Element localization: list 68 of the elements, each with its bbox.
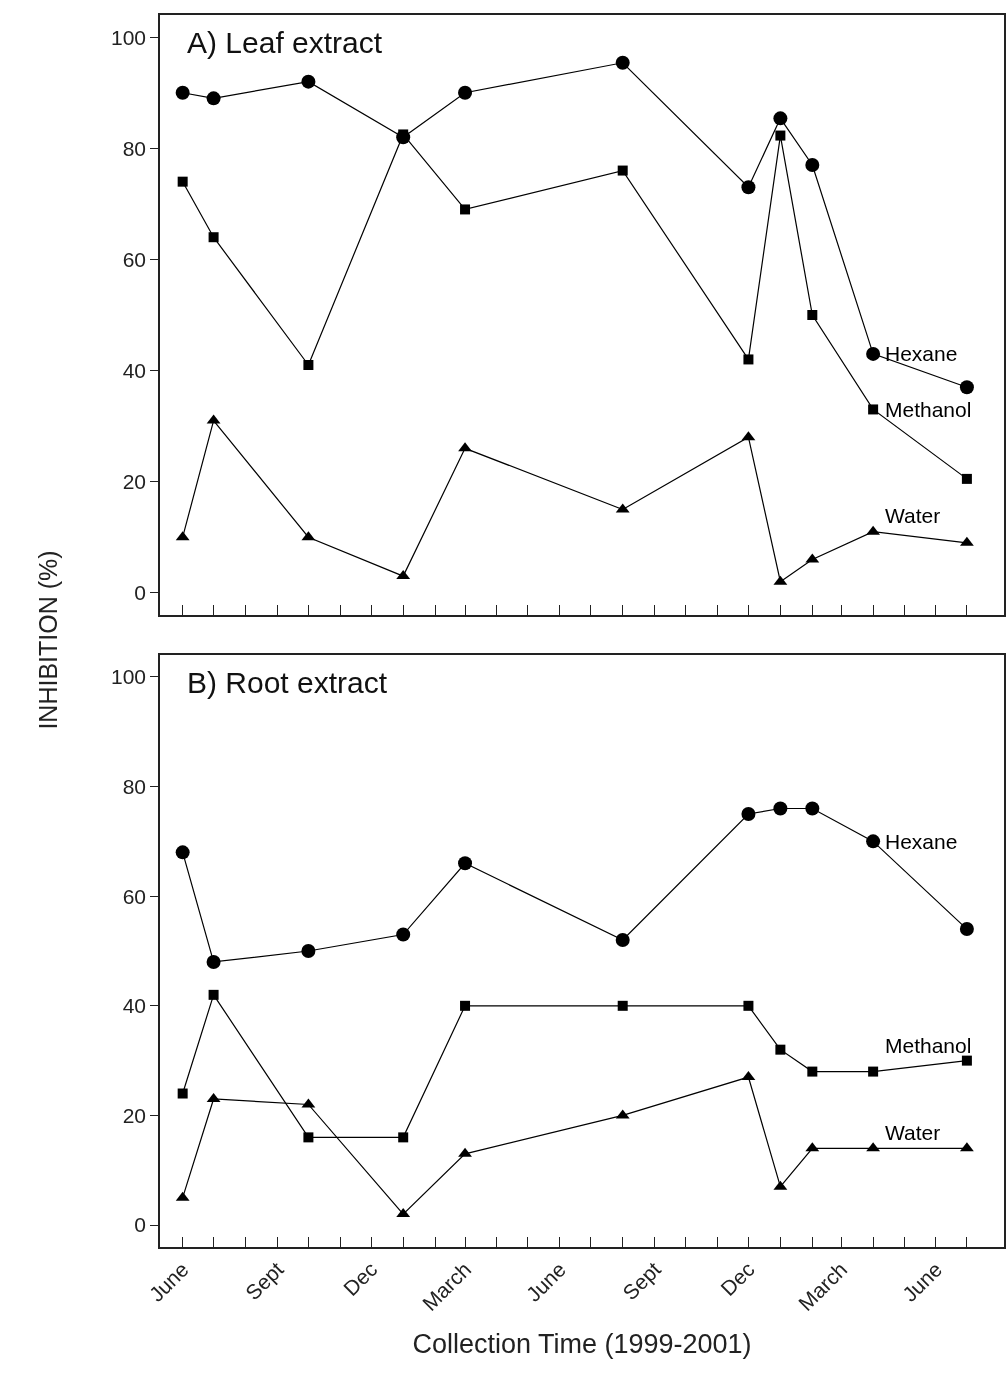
point (773, 111, 788, 126)
point (961, 1055, 972, 1066)
y-tick-label: 20 (122, 470, 147, 494)
point (615, 55, 630, 70)
chart-title: B) Root extract (187, 666, 388, 699)
point (741, 806, 756, 821)
point (206, 91, 221, 106)
series-label: Methanol (885, 1034, 972, 1057)
y-tick-label: 100 (111, 665, 147, 689)
point (807, 1066, 818, 1077)
point (807, 310, 818, 320)
point (458, 442, 472, 452)
series-label: Hexane (885, 830, 958, 853)
x-tick-label: Dec (338, 1257, 382, 1301)
y-axis-title: INHIBITION (%) (33, 550, 63, 730)
y-tick-label: 40 (122, 358, 147, 382)
y-tick-label: 40 (122, 994, 147, 1018)
series-label: Methanol (885, 398, 972, 421)
series-label: Water (885, 504, 941, 527)
point (961, 473, 972, 484)
point (775, 1044, 786, 1055)
point (175, 85, 190, 100)
point (177, 1088, 188, 1099)
point (208, 989, 219, 1000)
point (206, 954, 221, 969)
y-tick-label: 80 (122, 136, 147, 160)
y-tick-label: 80 (122, 774, 147, 798)
point (303, 1132, 314, 1143)
point (773, 801, 788, 816)
y-tick-label: 20 (122, 1103, 147, 1127)
point (959, 922, 974, 937)
point (398, 1132, 409, 1143)
point (743, 354, 754, 365)
series-label: Hexane (885, 342, 958, 365)
point (617, 165, 628, 176)
point (741, 180, 756, 195)
point (458, 85, 473, 100)
point (866, 346, 881, 361)
point (959, 380, 974, 395)
x-axis-title: Collection Time (1999-2001) (412, 1328, 752, 1359)
point (866, 834, 881, 849)
chart-title: A) Leaf extract (187, 26, 383, 59)
point (177, 176, 188, 187)
point (743, 1000, 754, 1011)
point (868, 404, 879, 415)
point (868, 1066, 879, 1077)
point (458, 1147, 472, 1157)
x-tick-label: Dec (716, 1257, 759, 1301)
point (301, 74, 316, 89)
y-tick-label: 0 (134, 1213, 147, 1237)
point (175, 845, 190, 860)
point (396, 927, 411, 942)
series-label: Water (885, 1121, 941, 1144)
y-tick-label: 60 (122, 884, 147, 908)
point (460, 1000, 471, 1011)
point (301, 944, 316, 958)
point (460, 204, 471, 215)
point (617, 1000, 628, 1011)
point (805, 801, 820, 816)
y-tick-label: 60 (122, 247, 147, 271)
point (615, 933, 630, 948)
y-tick-label: 0 (134, 581, 147, 605)
point (805, 158, 820, 172)
point (775, 130, 786, 141)
point (458, 856, 473, 871)
point (303, 360, 314, 370)
point (208, 232, 219, 243)
y-tick-label: 100 (111, 25, 147, 49)
